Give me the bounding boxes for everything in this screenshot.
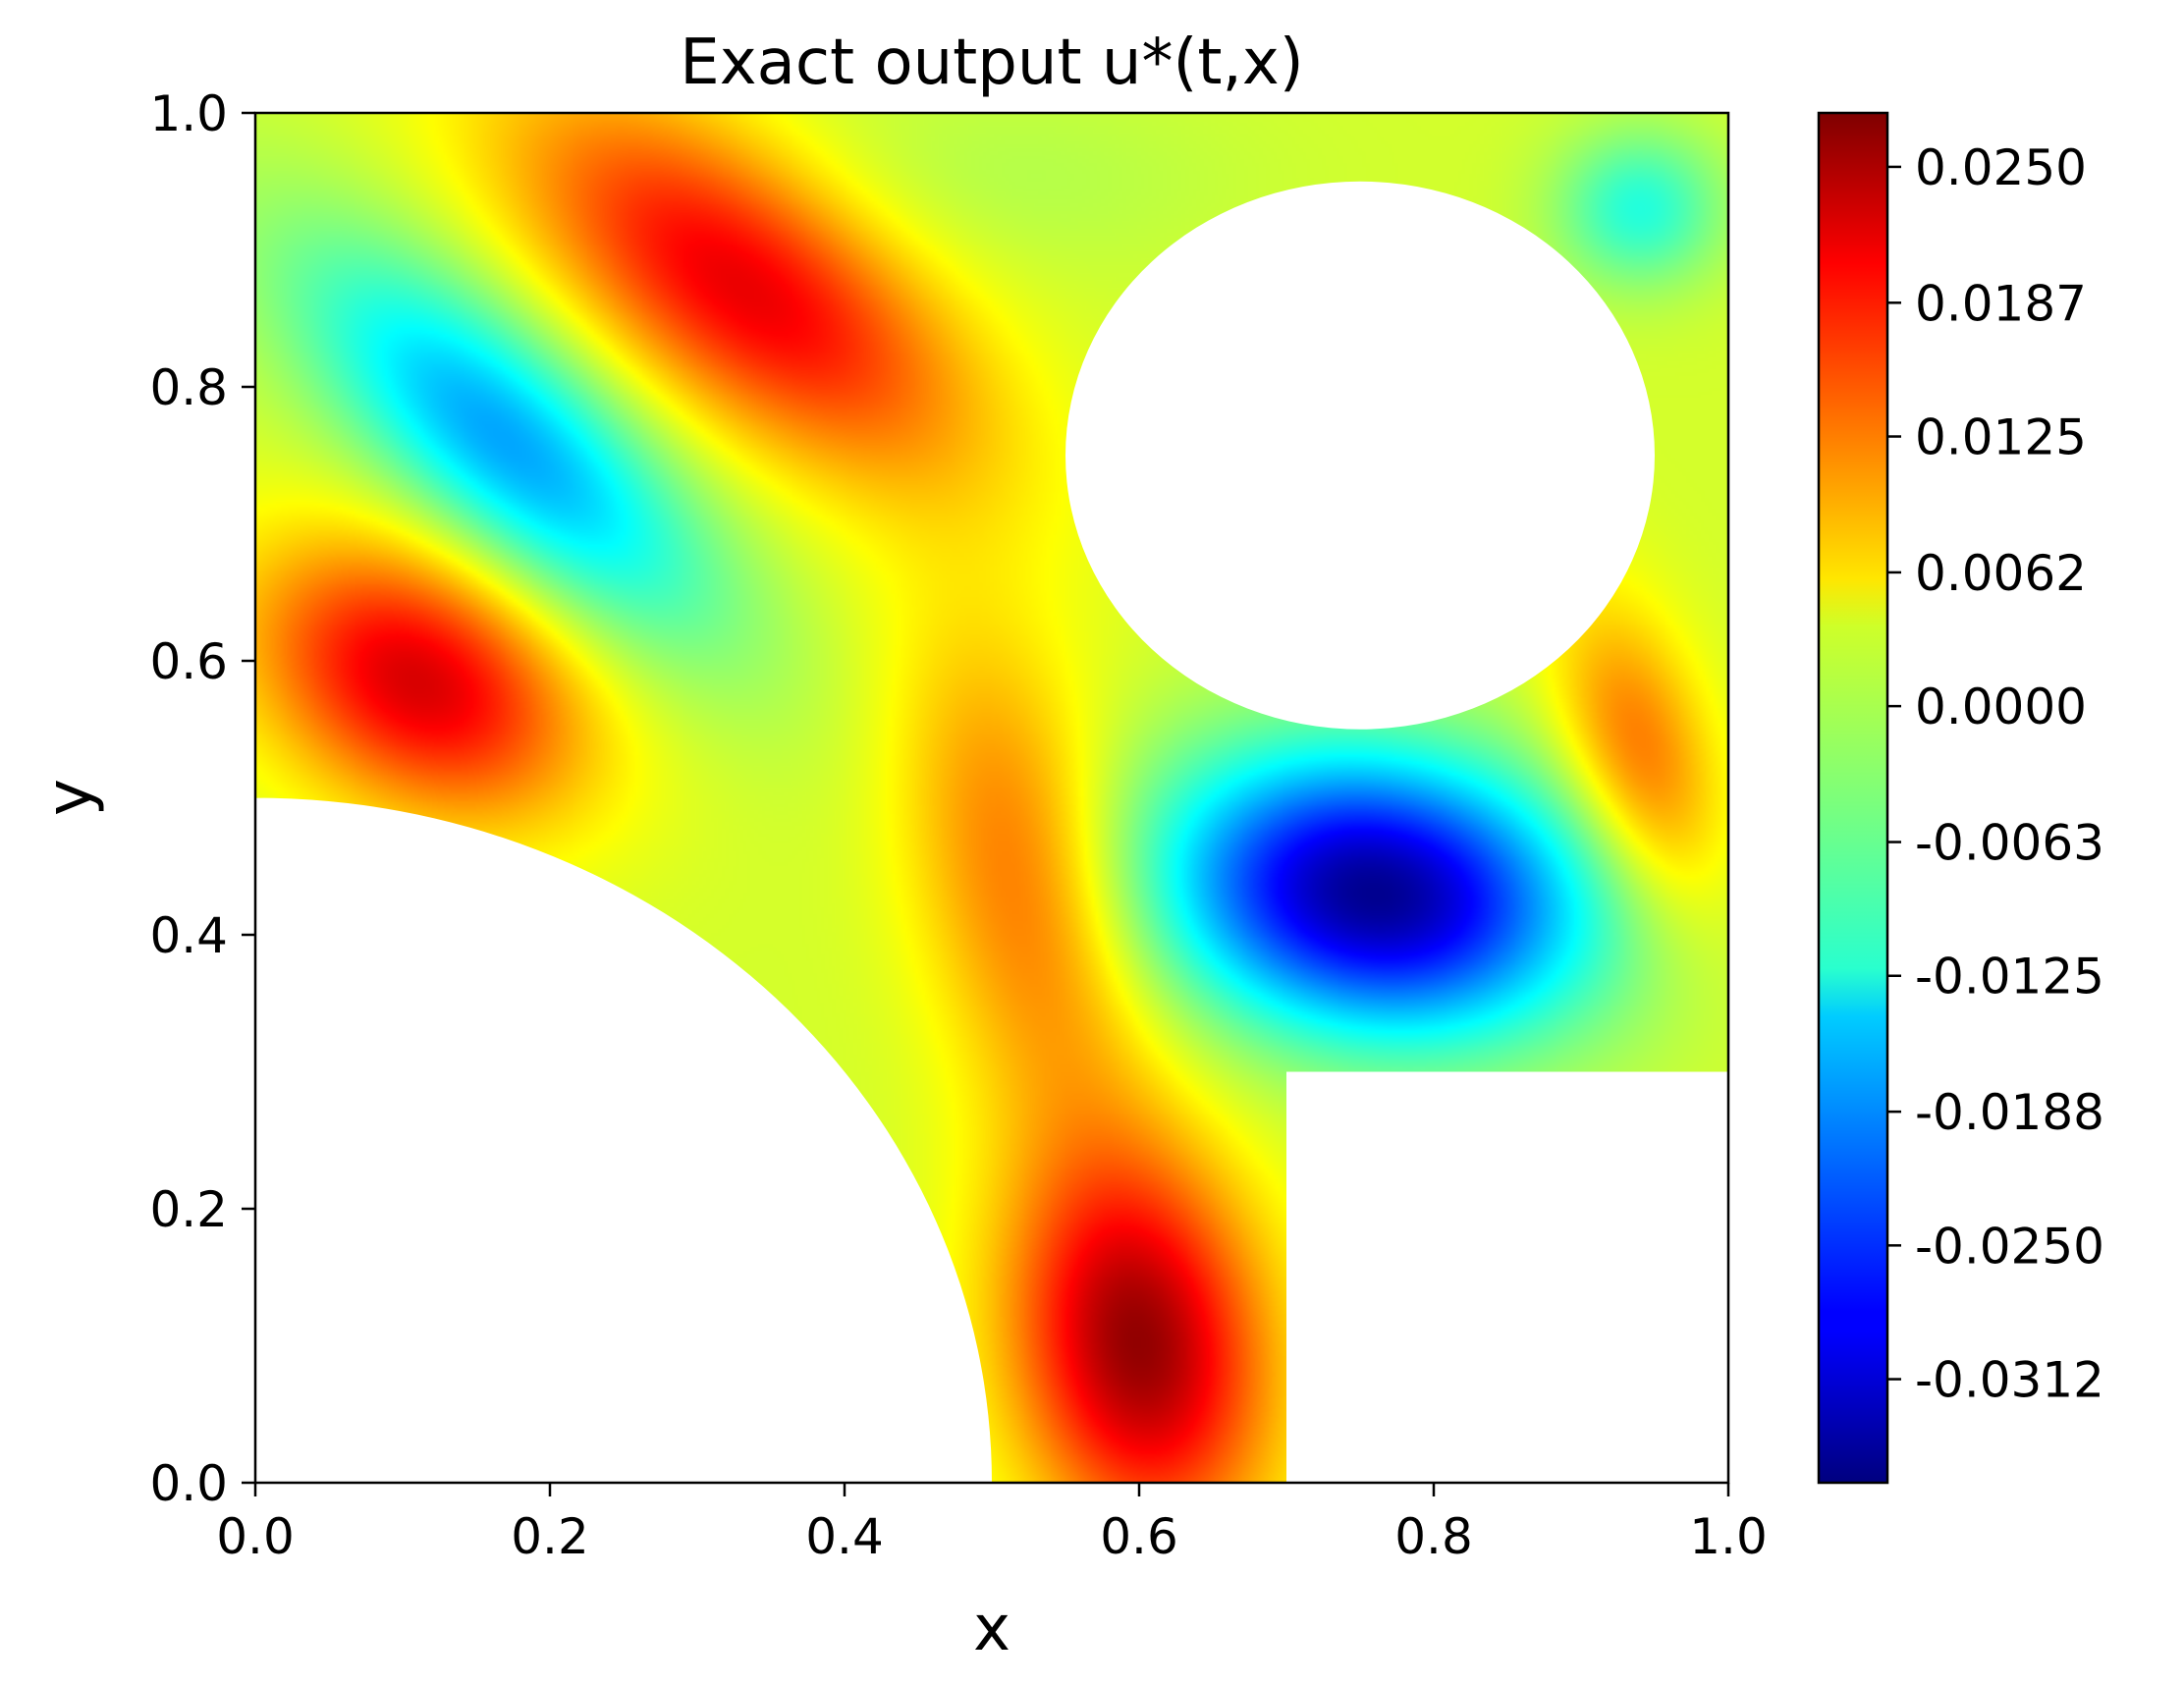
colorbar-tick-label: 0.0000 — [1915, 679, 2087, 735]
y-tick-label: 0.4 — [149, 907, 228, 964]
colorbar-tick-label: 0.0187 — [1915, 275, 2087, 332]
x-axis-ticks: 0.0 0.2 0.4 0.6 0.8 1.0 — [216, 1483, 1768, 1565]
axes-frame — [253, 111, 1730, 1485]
colorbar-tick-label: 0.0125 — [1915, 409, 2087, 466]
colorbar-tick-label: 0.0250 — [1915, 139, 2087, 196]
heatmap-field — [255, 113, 1728, 1483]
y-tick-label: 0.2 — [149, 1181, 228, 1238]
y-tick-label: 0.0 — [149, 1455, 228, 1512]
y-tick-label: 1.0 — [149, 85, 228, 142]
colorbar-tick-label: -0.0188 — [1915, 1084, 2104, 1141]
x-tick-label: 0.6 — [1100, 1508, 1178, 1565]
y-axis-label: y — [33, 779, 106, 816]
y-tick-label: 0.8 — [149, 359, 228, 416]
x-tick-label: 0.4 — [805, 1508, 884, 1565]
x-axis-label: x — [973, 1593, 1010, 1665]
colorbar: 0.0250 0.0187 0.0125 0.0062 0.0000 -0.0063 -0.… — [1817, 111, 2104, 1485]
plot-area — [253, 111, 1730, 1485]
x-tick-label: 0.0 — [216, 1508, 295, 1565]
colorbar-tick-label: 0.0062 — [1915, 545, 2087, 602]
x-tick-label: 0.2 — [511, 1508, 589, 1565]
colorbar-tick-label: -0.0250 — [1915, 1218, 2104, 1275]
y-axis-ticks: 0.0 0.2 0.4 0.6 0.8 1.0 — [149, 85, 255, 1512]
colorbar-ticks: 0.0250 0.0187 0.0125 0.0062 0.0000 -0.0063 -0.… — [1887, 139, 2104, 1409]
y-tick-label: 0.6 — [149, 633, 228, 690]
x-tick-label: 1.0 — [1689, 1508, 1768, 1565]
chart-title: Exact output u*(t,x) — [680, 27, 1303, 99]
x-tick-label: 0.8 — [1394, 1508, 1473, 1565]
colorbar-tick-label: -0.0312 — [1915, 1352, 2104, 1409]
colorbar-tick-label: -0.0125 — [1915, 949, 2104, 1006]
colorbar-gradient — [1817, 111, 1889, 1485]
colorbar-tick-label: -0.0063 — [1915, 815, 2104, 872]
